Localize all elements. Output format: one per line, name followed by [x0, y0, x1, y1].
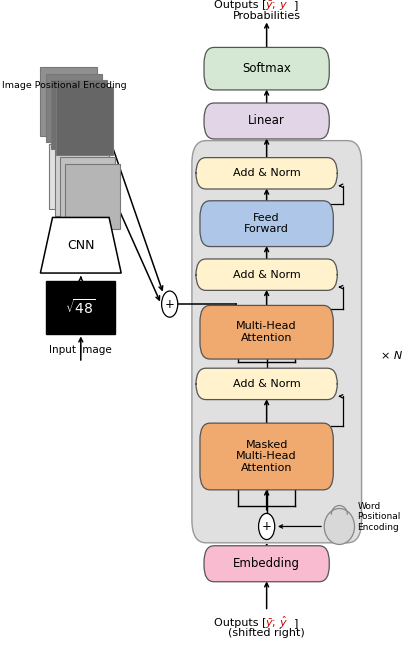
- Text: Outputs [: Outputs [: [214, 617, 267, 628]
- Text: $\bar{y}$; $\hat{y}$: $\bar{y}$; $\hat{y}$: [265, 614, 288, 631]
- Circle shape: [162, 291, 178, 317]
- FancyBboxPatch shape: [51, 80, 107, 149]
- Text: Add & Norm: Add & Norm: [233, 168, 301, 179]
- Text: Linear: Linear: [248, 114, 285, 128]
- Text: Multi-Head
Attention: Multi-Head Attention: [236, 321, 297, 343]
- FancyBboxPatch shape: [196, 368, 337, 400]
- Text: (shifted right): (shifted right): [228, 628, 305, 638]
- Polygon shape: [40, 217, 121, 273]
- FancyBboxPatch shape: [204, 545, 329, 582]
- FancyBboxPatch shape: [200, 423, 333, 490]
- FancyBboxPatch shape: [46, 281, 115, 334]
- Text: $\sqrt{48}$: $\sqrt{48}$: [65, 298, 96, 317]
- Text: CNN: CNN: [67, 239, 95, 252]
- FancyBboxPatch shape: [196, 158, 337, 189]
- Text: Probabilities: Probabilities: [233, 10, 301, 21]
- FancyBboxPatch shape: [196, 259, 337, 290]
- Text: Masked
Multi-Head
Attention: Masked Multi-Head Attention: [236, 440, 297, 473]
- FancyBboxPatch shape: [46, 74, 102, 143]
- Text: +: +: [262, 520, 271, 533]
- FancyBboxPatch shape: [204, 47, 329, 90]
- Text: Input Image: Input Image: [49, 345, 112, 355]
- FancyBboxPatch shape: [56, 87, 113, 156]
- Text: ]: ]: [294, 617, 299, 628]
- Text: +: +: [165, 298, 175, 311]
- Text: Word
Positional
Encoding: Word Positional Encoding: [358, 502, 401, 532]
- Text: Outputs [: Outputs [: [214, 0, 267, 10]
- FancyBboxPatch shape: [60, 157, 115, 222]
- FancyBboxPatch shape: [65, 164, 120, 229]
- FancyBboxPatch shape: [200, 305, 333, 359]
- Text: $\bar{y}$; $\hat{y}$: $\bar{y}$; $\hat{y}$: [265, 0, 288, 14]
- Text: Softmax: Softmax: [242, 62, 291, 75]
- Text: Add & Norm: Add & Norm: [233, 379, 301, 389]
- Text: Embedding: Embedding: [233, 557, 300, 570]
- FancyBboxPatch shape: [50, 144, 104, 209]
- FancyBboxPatch shape: [204, 103, 329, 139]
- Circle shape: [259, 513, 275, 540]
- Text: ]: ]: [294, 0, 299, 10]
- FancyBboxPatch shape: [40, 67, 97, 136]
- Text: Feed
Forward: Feed Forward: [244, 213, 289, 235]
- Text: Add & Norm: Add & Norm: [233, 269, 301, 280]
- Ellipse shape: [324, 509, 355, 544]
- FancyBboxPatch shape: [55, 150, 109, 216]
- FancyBboxPatch shape: [200, 201, 333, 247]
- Text: × N: × N: [381, 351, 402, 362]
- FancyBboxPatch shape: [192, 141, 362, 543]
- Text: Image Positional Encoding: Image Positional Encoding: [2, 80, 126, 90]
